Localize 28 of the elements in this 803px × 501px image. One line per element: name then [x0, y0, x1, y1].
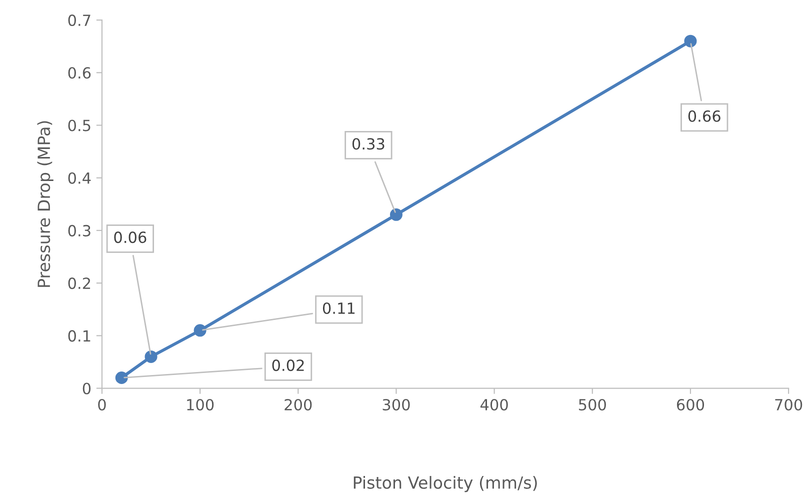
x-tick-label: 200: [284, 398, 312, 411]
x-tick-label: 500: [578, 398, 606, 411]
point: [144, 350, 158, 363]
y-tick-label: 0.7: [68, 14, 90, 26]
y-tick-label: 0.3: [68, 224, 90, 236]
annotation: 0.33: [352, 138, 384, 150]
y-tick-label: 0.1: [68, 330, 90, 342]
point: [115, 372, 128, 384]
annotation: 0.02: [272, 360, 304, 372]
y-axis-title: Pressure Drop (MPa): [37, 121, 54, 287]
x-axis-title: Piston Velocity (mm/s): [354, 476, 537, 492]
y-tick-label: 0.6: [68, 67, 91, 79]
y-tick-label: 0.5: [68, 120, 90, 132]
x-tick-label: 700: [775, 398, 802, 411]
x-tick-label: 400: [480, 398, 508, 411]
y-tick-label: 0.4: [68, 172, 91, 184]
y-tick-label: 0.2: [68, 278, 90, 290]
x-tick-label: 100: [187, 398, 214, 411]
point: [390, 208, 402, 221]
y-tick-label: 0: [82, 382, 91, 394]
x-tick-label: 0: [98, 398, 106, 411]
x-tick-label: 300: [382, 398, 410, 411]
annotation: 0.06: [114, 232, 146, 244]
annotation: 0.66: [688, 110, 720, 122]
annotation: 0.11: [322, 302, 355, 314]
x-tick-label: 600: [676, 398, 704, 411]
point: [194, 324, 206, 337]
point: [684, 34, 697, 48]
